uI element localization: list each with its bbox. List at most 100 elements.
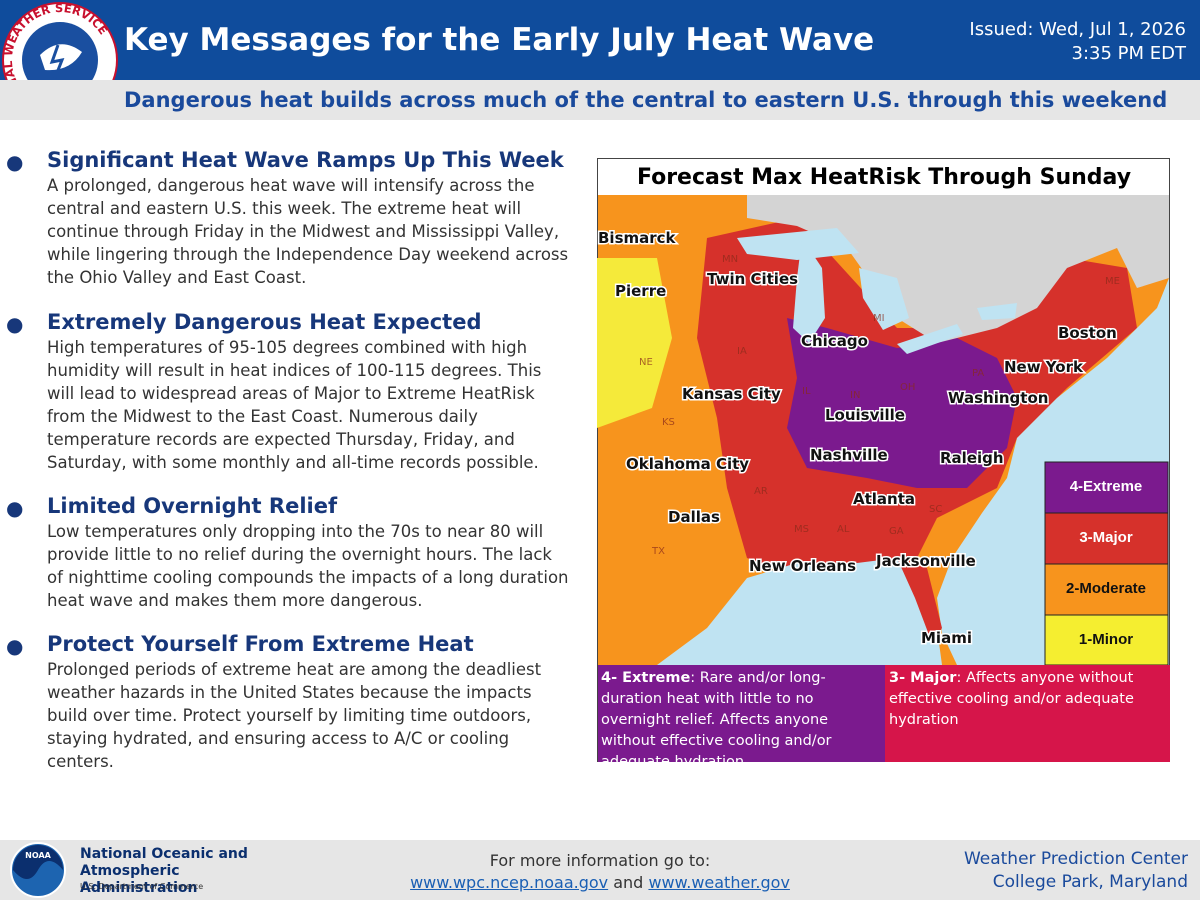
link[interactable]: www.wpc.ncep.noaa.gov — [410, 873, 609, 892]
major-box — [885, 665, 1170, 762]
state-label: MI — [873, 313, 885, 324]
center-name: Weather Prediction Center — [963, 849, 1188, 869]
state-label: KS — [662, 417, 675, 428]
wpc: Weather Prediction Center College Park, … — [964, 848, 1188, 894]
city-label: New York — [1004, 358, 1084, 376]
title: Key Messages for the Early July Heat Wav… — [124, 22, 875, 58]
center-place: College Park, Maryland — [992, 872, 1188, 892]
city-label: New Orleans — [749, 557, 856, 575]
info-label: For more information go to: — [489, 851, 711, 870]
extreme-description: 4- Extreme: Rare and/or long-duration he… — [601, 668, 883, 773]
city-label: Bismarck — [598, 229, 677, 247]
state-label: TX — [651, 546, 665, 557]
gulf — [657, 558, 942, 665]
state-label: PA — [972, 368, 984, 379]
state-label: ME — [1105, 276, 1120, 287]
message-heading: Limited Overnight Relief — [47, 494, 338, 518]
subtitle: Dangerous heat builds across much of the… — [124, 88, 1168, 112]
city-label: Miami — [921, 629, 972, 647]
city-label: Oklahoma City — [626, 455, 749, 473]
city-label: Pierre — [615, 282, 666, 300]
state-labels: MN NE KS IA IL IN OH PA ME AR MS AL GA S… — [639, 254, 1120, 557]
state-label: MS — [794, 524, 809, 535]
message-body: A prolonged, dangerous heat wave will in… — [47, 176, 569, 287]
lake — [897, 324, 963, 354]
legend-label: 4-Extreme — [1070, 478, 1143, 495]
message: Protect Yourself From Extreme Heat Prolon… — [47, 632, 572, 773]
minor-area — [597, 258, 672, 428]
state-label: GA — [889, 526, 904, 537]
header-band — [0, 0, 1200, 80]
message-body: Low temperatures only dropping into the … — [47, 522, 569, 610]
canada — [747, 195, 1169, 343]
legend-swatch — [1044, 614, 1169, 666]
issued: Issued: Wed, Jul 1, 2026 3:35 PM EDT — [969, 18, 1186, 66]
message: Extremely Dangerous Heat Expected High te… — [47, 310, 572, 474]
city-label: Kansas City — [682, 385, 781, 403]
florida — [897, 558, 942, 643]
lake — [859, 268, 909, 330]
city-label: Jacksonville — [875, 552, 976, 570]
city-label: Washington — [948, 389, 1048, 407]
legend-label: 1-Minor — [1079, 631, 1133, 648]
legend-label: 3-Major — [1079, 529, 1133, 546]
state-label: OH — [900, 382, 915, 393]
lake — [977, 303, 1017, 320]
conjunction: and — [613, 873, 644, 892]
heatrisk-map: Forecast Max HeatRisk Through Sunday MN … — [597, 158, 1170, 762]
state-label: IA — [737, 346, 747, 357]
legend-swatch — [1044, 461, 1169, 514]
message-heading: Extremely Dangerous Heat Expected — [47, 310, 482, 334]
state-label: NE — [639, 357, 653, 368]
major-description: 3- Major: Affects anyone without effecti… — [889, 668, 1165, 731]
desc-term: 3- Major — [889, 670, 957, 686]
extreme-area — [787, 318, 1017, 488]
city-label: Nashville — [810, 446, 888, 464]
city-label: Twin Cities — [707, 270, 798, 288]
issued-date: Issued: Wed, Jul 1, 2026 — [969, 19, 1186, 40]
city-label: Chicago — [801, 332, 868, 350]
info: For more information go to: www.wpc.ncep… — [380, 850, 820, 894]
noaa-name: National Oceanic and Atmospheric Adminis… — [80, 846, 248, 896]
city-label: Louisville — [825, 406, 905, 424]
lake — [737, 228, 859, 260]
subtitle-band — [0, 80, 1200, 120]
legend-label: 2-Moderate — [1066, 580, 1146, 597]
lake — [793, 238, 825, 343]
state-label: IN — [850, 390, 860, 401]
bullet: ● — [6, 150, 24, 174]
state-label: MN — [722, 254, 738, 265]
info-links: www.wpc.ncep.noaa.gov and www.weather.go… — [380, 872, 820, 894]
noaa-logo: NOAA — [10, 842, 66, 898]
extreme-box — [598, 665, 885, 762]
noaa-logo-text: NOAA — [25, 851, 51, 860]
city-label: Dallas — [668, 508, 720, 526]
state-label: IL — [802, 386, 811, 397]
state-label: AR — [754, 486, 768, 497]
bullet: ● — [6, 634, 24, 658]
desc-text: : Affects anyone without effective cooli… — [889, 670, 1134, 728]
desc-term: 4- Extreme — [601, 670, 691, 686]
state-label: AL — [837, 524, 850, 535]
message: Significant Heat Wave Ramps Up This Week… — [47, 148, 572, 289]
city-label: Raleigh — [940, 449, 1004, 467]
bullet: ● — [6, 312, 24, 336]
desc-text: : Rare and/or long-duration heat with li… — [601, 670, 832, 770]
message-body: Prolonged periods of extreme heat are am… — [47, 660, 542, 771]
city-labels: Bismarck Twin Cities Pierre Chicago Bost… — [597, 228, 1118, 649]
message-heading: Protect Yourself From Extreme Heat — [47, 632, 474, 656]
message: Limited Overnight Relief Low temperatures… — [47, 494, 572, 612]
state-label: SC — [929, 504, 942, 515]
link[interactable]: www.weather.gov — [648, 873, 790, 892]
city-label: Atlanta — [853, 490, 915, 508]
footer-band — [0, 840, 1200, 900]
city-label: Boston — [1058, 324, 1117, 342]
noaa-dept: U.S. Department of Commerce — [80, 882, 204, 891]
legend-swatch — [1044, 563, 1169, 616]
map-title: Forecast Max HeatRisk Through Sunday — [637, 165, 1131, 190]
bullet: ● — [6, 496, 24, 520]
message-body: High temperatures of 95-105 degrees comb… — [47, 338, 542, 472]
message-heading: Significant Heat Wave Ramps Up This Week — [47, 148, 564, 172]
issued-time: 3:35 PM EDT — [1071, 43, 1186, 64]
